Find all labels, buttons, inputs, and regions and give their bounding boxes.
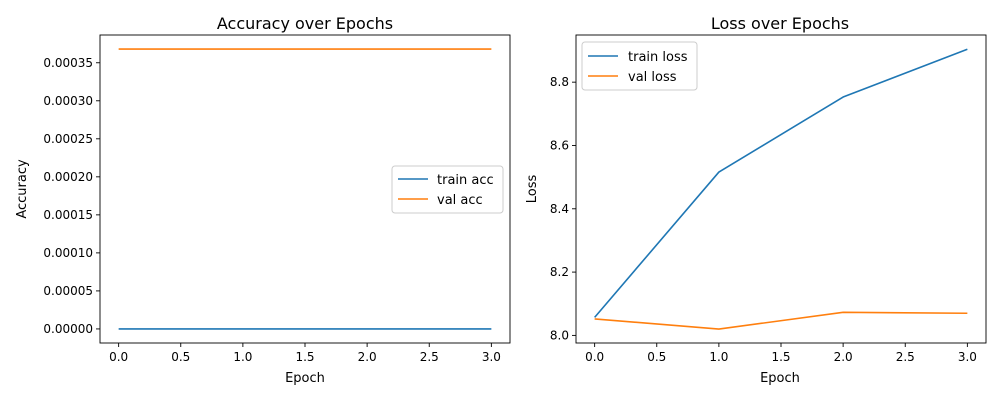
- x-tick-label: 1.0: [233, 350, 252, 364]
- loss-legend: train loss val loss: [581, 41, 698, 91]
- x-tick-label: 2.0: [834, 350, 853, 364]
- legend-label-val-acc: val acc: [437, 193, 483, 208]
- legend-label-train-loss: train loss: [628, 50, 688, 65]
- legend-label-val-loss: val loss: [628, 70, 677, 85]
- series-line-train-loss: [594, 48, 968, 318]
- y-tick-label: 0.00035: [43, 56, 93, 70]
- y-tick-label: 0.00010: [43, 246, 93, 260]
- loss-ticks: 0.0 0.5 1.0 1.5 2.0 2.5 3.0 8.0 8.2 8.4 8.6 8.8: [550, 75, 977, 364]
- loss-chart: Loss over Epochs Epoch Loss 0.0 0.5 1.0 1.5…: [525, 14, 987, 386]
- x-tick-label: 2.0: [358, 350, 377, 364]
- y-tick-label: 0.00015: [43, 208, 93, 222]
- x-tick-label: 0.5: [171, 350, 190, 364]
- accuracy-chart: Accuracy over Epochs Epoch Accuracy 0.0 0…: [15, 14, 511, 386]
- x-tick-label: 2.5: [420, 350, 439, 364]
- x-tick-label: 3.0: [958, 350, 977, 364]
- x-tick-label: 1.0: [709, 350, 728, 364]
- x-tick-label: 0.0: [109, 350, 128, 364]
- x-tick-label: 2.5: [896, 350, 915, 364]
- accuracy-legend: train acc val acc: [391, 165, 504, 214]
- y-tick-label: 8.2: [550, 265, 569, 279]
- y-tick-label: 0.00030: [43, 94, 93, 108]
- loss-plot-frame: [575, 34, 987, 344]
- legend-label-train-acc: train acc: [437, 173, 494, 188]
- y-tick-label: 8.6: [550, 138, 569, 152]
- x-tick-label: 3.0: [482, 350, 501, 364]
- y-tick-label: 8.0: [550, 328, 569, 342]
- accuracy-series: [118, 48, 492, 330]
- y-tick-label: 0.00000: [43, 322, 93, 336]
- accuracy-plot-frame: [99, 34, 511, 344]
- y-tick-label: 8.8: [550, 75, 569, 89]
- x-tick-label: 1.5: [295, 350, 314, 364]
- loss-chart-title: Loss over Epochs: [711, 14, 849, 33]
- x-tick-label: 0.0: [585, 350, 604, 364]
- x-tick-label: 0.5: [647, 350, 666, 364]
- y-tick-label: 8.4: [550, 202, 569, 216]
- loss-ylabel: Loss: [525, 175, 540, 204]
- y-tick-label: 0.00005: [43, 284, 93, 298]
- series-line-val-loss: [594, 311, 968, 330]
- accuracy-ticks: 0.0 0.5 1.0 1.5 2.0 2.5 3.0 0.00000 0.00005 0.000…: [43, 56, 501, 364]
- loss-series: [594, 48, 968, 330]
- x-tick-label: 1.5: [771, 350, 790, 364]
- accuracy-xlabel: Epoch: [285, 371, 325, 386]
- accuracy-legend-box: [391, 165, 504, 214]
- loss-legend-box: [581, 41, 698, 91]
- loss-xlabel: Epoch: [760, 371, 800, 386]
- y-tick-label: 0.00020: [43, 170, 93, 184]
- y-tick-label: 0.00025: [43, 132, 93, 146]
- accuracy-ylabel: Accuracy: [15, 159, 30, 219]
- accuracy-chart-title: Accuracy over Epochs: [217, 14, 393, 33]
